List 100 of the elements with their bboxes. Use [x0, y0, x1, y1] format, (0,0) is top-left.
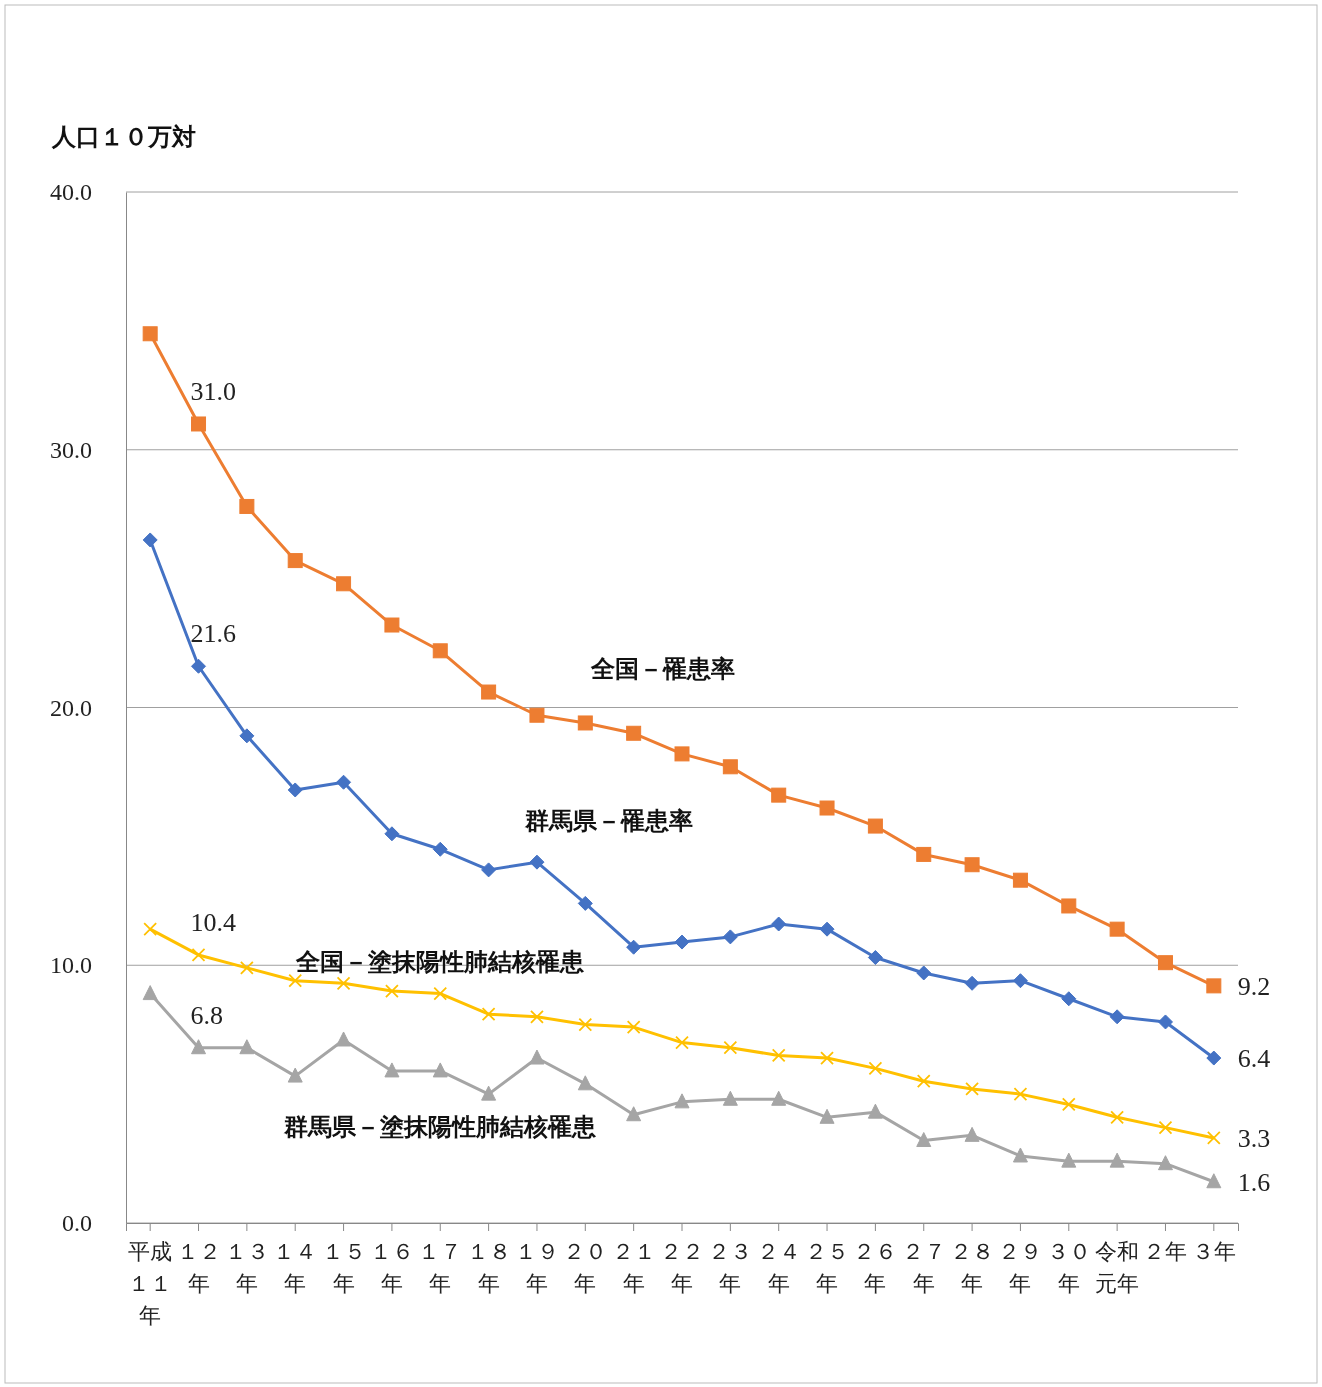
point	[867, 950, 883, 966]
point	[143, 922, 158, 937]
x-tick-label: ２８年	[950, 1239, 995, 1296]
point	[481, 862, 497, 878]
y-tick-label: 30.0	[50, 436, 92, 463]
point	[1157, 955, 1173, 971]
point	[433, 986, 448, 1001]
point	[481, 684, 497, 700]
point	[239, 728, 255, 744]
x-tick-label: ２４年	[756, 1239, 801, 1296]
point	[1206, 1173, 1222, 1189]
series-label: 全国－罹患率	[589, 654, 735, 683]
point	[723, 1040, 738, 1055]
point	[287, 1067, 303, 1083]
point	[481, 1007, 496, 1022]
point	[191, 1039, 207, 1055]
point	[384, 617, 400, 633]
point	[1061, 991, 1077, 1007]
point	[916, 965, 932, 981]
point	[722, 759, 738, 775]
y-tick-label: 0.0	[62, 1210, 92, 1237]
data-label: 6.8	[190, 1000, 224, 1030]
point	[142, 532, 158, 548]
x-tick-label: ２７年	[901, 1239, 946, 1296]
point	[432, 841, 448, 857]
point	[336, 576, 352, 592]
point	[1012, 872, 1028, 888]
point	[1157, 1155, 1173, 1171]
point	[191, 948, 206, 962]
x-tick-label: 平成１１年	[128, 1239, 173, 1328]
point	[1109, 1009, 1125, 1025]
series-label: 群馬県－罹患率	[524, 806, 694, 835]
point	[191, 658, 207, 674]
point	[385, 984, 399, 998]
x-tick-label: ２年	[1143, 1239, 1188, 1264]
point	[819, 800, 835, 816]
point	[336, 976, 351, 991]
point	[529, 707, 545, 723]
point	[1013, 1087, 1028, 1102]
point	[626, 1020, 641, 1035]
series-label: 群馬県－塗抹陽性肺結核罹患	[283, 1113, 598, 1142]
x-tick-label: ２２年	[660, 1239, 704, 1296]
point	[916, 1132, 932, 1148]
x-tick-label: ３年	[1191, 1239, 1236, 1264]
point	[771, 787, 787, 803]
point	[771, 916, 787, 932]
point	[1061, 1097, 1076, 1112]
point	[1206, 1131, 1221, 1145]
point	[1110, 1110, 1125, 1125]
point	[577, 1075, 593, 1091]
point	[674, 746, 690, 762]
point	[384, 826, 400, 842]
point	[626, 939, 642, 955]
point	[1157, 1014, 1173, 1030]
x-tick-label: ２０年	[563, 1239, 608, 1296]
point	[867, 818, 883, 834]
point	[239, 498, 255, 514]
point	[1061, 898, 1077, 914]
x-tick-label: 令和元年	[1095, 1239, 1140, 1296]
point	[239, 1039, 255, 1055]
point	[529, 854, 545, 870]
point	[722, 1090, 738, 1106]
point	[1061, 1152, 1077, 1168]
point	[916, 1074, 931, 1089]
y-tick-label: 10.0	[50, 952, 92, 979]
point	[577, 895, 593, 911]
point	[142, 326, 158, 342]
point	[867, 1103, 883, 1119]
point	[142, 985, 158, 1001]
point	[432, 643, 448, 659]
point	[336, 774, 352, 790]
point	[626, 725, 642, 741]
point	[819, 1108, 835, 1124]
point	[577, 715, 593, 731]
point	[578, 1017, 593, 1032]
point	[1206, 978, 1222, 994]
point	[820, 1051, 834, 1065]
point	[771, 1048, 786, 1063]
series-label: 全国－塗抹陽性肺結核罹患	[295, 948, 586, 977]
point	[819, 921, 835, 937]
x-tick-label: ２６年	[853, 1239, 898, 1296]
x-tick-label: １９年	[514, 1239, 559, 1296]
point	[481, 1085, 497, 1101]
point	[287, 553, 303, 569]
point	[1158, 1120, 1173, 1135]
point	[384, 1062, 400, 1078]
x-tick-label: １２年	[176, 1239, 221, 1296]
point	[529, 1049, 545, 1065]
point	[626, 1106, 642, 1122]
y-axis-title: 人口１０万対	[51, 124, 196, 150]
point	[964, 1126, 980, 1142]
point	[1109, 921, 1125, 937]
point	[674, 1093, 690, 1109]
point	[191, 416, 207, 432]
data-label: 9.2	[1237, 971, 1271, 1001]
point	[1012, 1147, 1028, 1163]
point	[239, 960, 254, 975]
x-tick-label: １３年	[224, 1239, 269, 1296]
x-tick-label: ３０年	[1046, 1239, 1091, 1296]
point	[336, 1031, 352, 1047]
